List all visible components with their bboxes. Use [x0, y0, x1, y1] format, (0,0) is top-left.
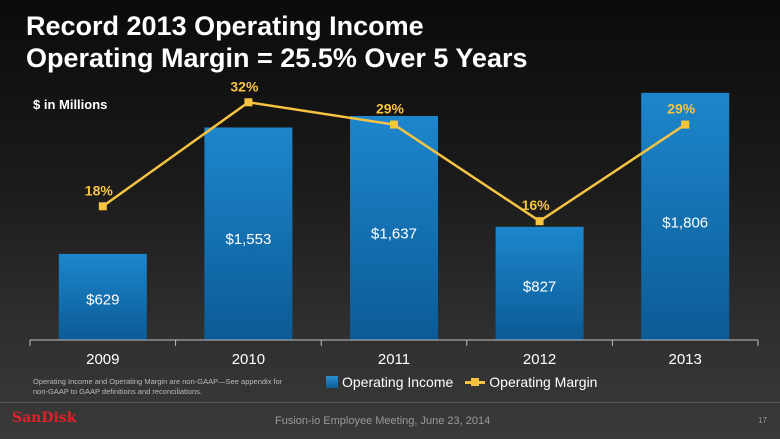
legend-swatch-bar	[326, 376, 338, 388]
margin-point-2009	[98, 202, 107, 211]
x-tick-label-2010: 2010	[232, 351, 265, 368]
margin-label-2012: 16%	[522, 197, 551, 213]
legend-label-operating-margin: Operating Margin	[489, 374, 598, 390]
bar-value-label-2012: $827	[523, 279, 556, 296]
footer-meeting-text: Fusion-io Employee Meeting, June 23, 201…	[275, 415, 491, 427]
bar-2010	[204, 127, 293, 340]
x-tick-label-2009: 2009	[86, 351, 119, 368]
margin-label-2011: 29%	[376, 101, 405, 117]
margin-point-2010	[244, 98, 253, 107]
legend-item-operating-margin: Operating Margin	[465, 374, 597, 390]
bar-2011	[350, 115, 438, 340]
sandisk-logo: SanDisk	[12, 410, 77, 426]
bar-2009	[58, 253, 147, 340]
footer-divider	[0, 402, 780, 403]
bar-value-label-2013: $1,806	[662, 214, 708, 231]
x-tick-label-2011: 2011	[378, 351, 410, 368]
margin-point-2012	[535, 217, 544, 226]
footnote: Operating Income and Operating Margin ar…	[33, 377, 283, 396]
margin-point-2011	[390, 120, 398, 129]
legend-label-operating-income: Operating Income	[342, 374, 454, 390]
margin-label-2013: 29%	[667, 101, 696, 117]
margin-point-2013	[681, 120, 690, 129]
bar-2012	[495, 226, 584, 340]
slide-title: Record 2013 Operating Income Operating M…	[26, 10, 528, 74]
bar-value-label-2010: $1,553	[225, 231, 271, 248]
margin-label-2009: 18%	[85, 182, 114, 198]
x-tick-label-2012: 2012	[523, 351, 556, 368]
legend-item-operating-income: Operating Income	[326, 374, 453, 390]
bar-2013	[641, 92, 730, 340]
bar-value-label-2009: $629	[86, 292, 119, 309]
title-line-2: Operating Margin = 25.5% Over 5 Years	[26, 43, 528, 73]
legend-swatch-line	[465, 376, 486, 388]
x-tick-label-2013: 2013	[669, 351, 702, 368]
page-number: 17	[758, 416, 767, 425]
legend: Operating Income Operating Margin	[326, 374, 609, 390]
margin-label-2010: 32%	[230, 78, 259, 94]
bar-value-label-2011: $1,637	[371, 225, 417, 242]
title-line-1: Record 2013 Operating Income	[26, 11, 424, 41]
unit-label: $ in Millions	[33, 97, 108, 112]
